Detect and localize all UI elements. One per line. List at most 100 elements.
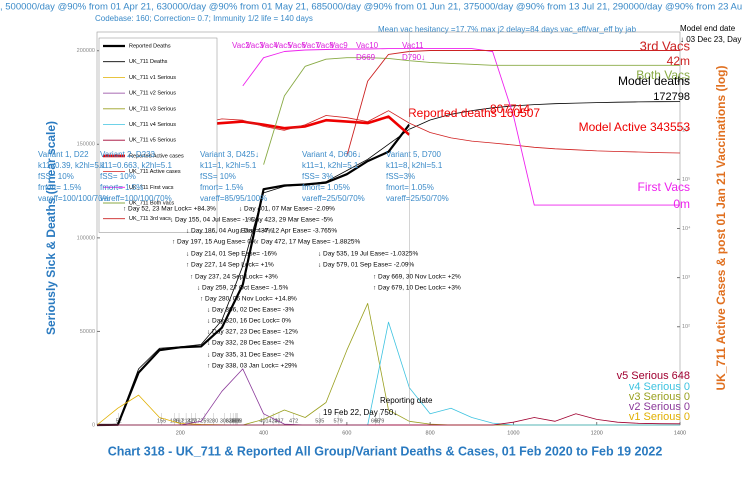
event-day-label: 259 [200,418,209,424]
x-tick-label: 1000 [507,430,519,436]
event-note: ↓ Day 423, 29 Mar Ease= -5% [246,217,333,224]
vac-label: Vac11 [402,41,424,50]
series-line [346,50,680,157]
event-note: ↓ Day 155, 04 Jul Ease= -1% [170,217,254,224]
event-day-label: 214 [182,418,191,424]
y-tick-label: 0 [92,422,95,428]
legend-label: UK_711 Both vacs [129,200,174,206]
event-day-label: 327 [229,418,238,424]
y2-axis-label: UK_711 Active Cases & post 01 Jan 21 Vac… [714,65,728,390]
event-day-label: 237 [191,418,200,424]
event-day-label: 535 [315,418,324,424]
event-note: ↓ Day 214, 01 Sep Ease= -16% [186,251,277,258]
reporting-date: 19 Feb 22, Day 750↓ [323,408,397,417]
variant-note: vareff=85/95/100% [200,194,267,203]
series-line [96,123,411,427]
event-note: ↑ Day 52, 23 Mar Lock= +84.3% [123,206,216,213]
series-line [97,303,680,426]
variant-note: Variant 2, D233 [100,150,156,159]
legend-label: UK_711 v2 Serious [129,91,176,97]
vac-label: Vac3 [246,41,264,50]
hesitancy-note: Mean vac hesitancy =17.7% max j2 delay=8… [378,25,637,34]
vac-label: Vac4 [260,41,278,50]
variant-note: k11=1, k2hl=5.1 [302,161,359,170]
vac-label: Vac2 [232,41,250,50]
event-day-label: 306 [220,418,229,424]
event-note: ↑ Day 227, 14 Sep Lock= +1% [186,262,274,269]
variant-note: fmort= 1.05% [386,183,434,192]
variant-note: fmort= 1.5% [100,183,143,192]
legend-label: UK_711 Active cases [129,169,181,175]
end-label: 0m [673,197,690,211]
event-note: ↓ Day 437, 12 Apr Ease= -3.765% [239,228,337,235]
x-tick-label: 1400 [674,430,686,436]
variant-note: fSS= 10% [200,172,236,181]
event-note: ↑ Day 669, 30 Nov Lock= +2% [373,274,461,281]
end-label: First Vacs [638,180,690,194]
event-day-label: 197 [174,418,183,424]
event-day-label: 579 [334,418,343,424]
vac-day: D669 [356,53,376,62]
end-label: Model deaths [618,74,690,88]
y2-tick-label: 10⁴ [682,225,691,232]
top-note: , 500000/day @90% from 01 Apr 21, 630000… [0,2,742,13]
x-tick-label: 1200 [591,430,603,436]
variant-note: fSS=3% [386,172,415,181]
vac-label: Vac8 [316,41,334,50]
event-note: ↑ Day 197, 15 Aug Ease= 0% [172,239,257,246]
event-note: ↓ Day 335, 31 Dec Ease= -2% [207,352,294,359]
y-axis-label: Seriously Sick & Deaths (linear scale) [44,121,58,335]
event-day-label: 338 [233,418,242,424]
y2-tick-label: 10² [682,324,690,330]
event-day-label: 335 [232,418,241,424]
vac-day: D790↓ [402,53,425,62]
event-day-label: 227 [187,418,196,424]
x-tick-label: 200 [176,430,185,436]
series-line [97,413,681,426]
x-tick-label: 400 [259,430,268,436]
event-note: ↓ Day 535, 19 Jul Ease= -1.0325% [318,251,418,258]
vac-label: Vac7 [302,41,320,50]
event-note: ↓ Day 327, 23 Dec Ease= -12% [207,329,298,336]
legend-label: UK_711 First vacs [129,185,174,191]
event-note: ↓ Day 579, 01 Sep Ease= -2.09% [318,262,415,269]
y-tick-label: 50000 [80,329,95,335]
event-note: ↑ Day 679, 10 Dec Lock= +3% [373,285,461,292]
event-note: ↓ Day 186, 04 Aug Ease= -4% [186,228,273,235]
vac-label: Vac10 [356,41,379,50]
legend-label: UK_711 v5 Serious [129,138,176,144]
series-line [263,57,680,165]
event-day-label: 332 [231,418,240,424]
event-day-label: 472 [289,418,298,424]
model-end-date: ↓ 03 Dec 23, Day [680,35,741,44]
event-day-label: 155 [157,418,166,424]
event-note: ↑ Day 472, 17 May Ease= -1.8825% [256,239,360,246]
event-day-label: 679 [375,418,384,424]
y-tick-label: 100000 [77,235,95,241]
variant-note: vareff=25/50/70% [386,194,449,203]
variant-note: k11=0.663, k2hl=5.1 [100,161,172,170]
event-note: ↑ Day 280, 06 Nov Lock= +14.8% [200,296,297,303]
end-label: 3rd Vacs [640,38,691,53]
event-note: ↓ Day 306, 02 Dec Ease= -3% [207,307,294,314]
legend-label: Reported Deaths [129,43,171,49]
end-label: v1 Serious 0 [629,411,690,423]
variant-note: Variant 4, D606↓ [302,150,361,159]
end-label: v2 Serious 0 [629,401,690,413]
variant-note: fmort= 1.5% [38,183,81,192]
end-label: Both Vacs [636,68,690,82]
y2-tick-label: 10⁷ [682,78,690,85]
x-tick-label: 800 [426,430,435,436]
event-note: ↓ Day 320, 16 Dec Lock= 0% [207,318,291,325]
y2-tick-label: 10⁶ [682,127,690,134]
variant-note: fSS= 10% [100,172,136,181]
event-day-label: 320 [226,418,235,424]
end-label: Reported deaths 160507 [408,106,540,120]
model-end-label: Model end date [680,24,736,33]
y-tick-label: 150000 [77,142,95,148]
variant-note: Variant 5, D700 [386,150,442,159]
chart-title: Chart 318 - UK_711 & Reported All Group/… [108,444,663,458]
event-note: ↑ Day 338, 03 Jan Lock= +29% [207,363,298,370]
variant-note: k11=0.39, k2hl=5.1 [38,161,106,170]
